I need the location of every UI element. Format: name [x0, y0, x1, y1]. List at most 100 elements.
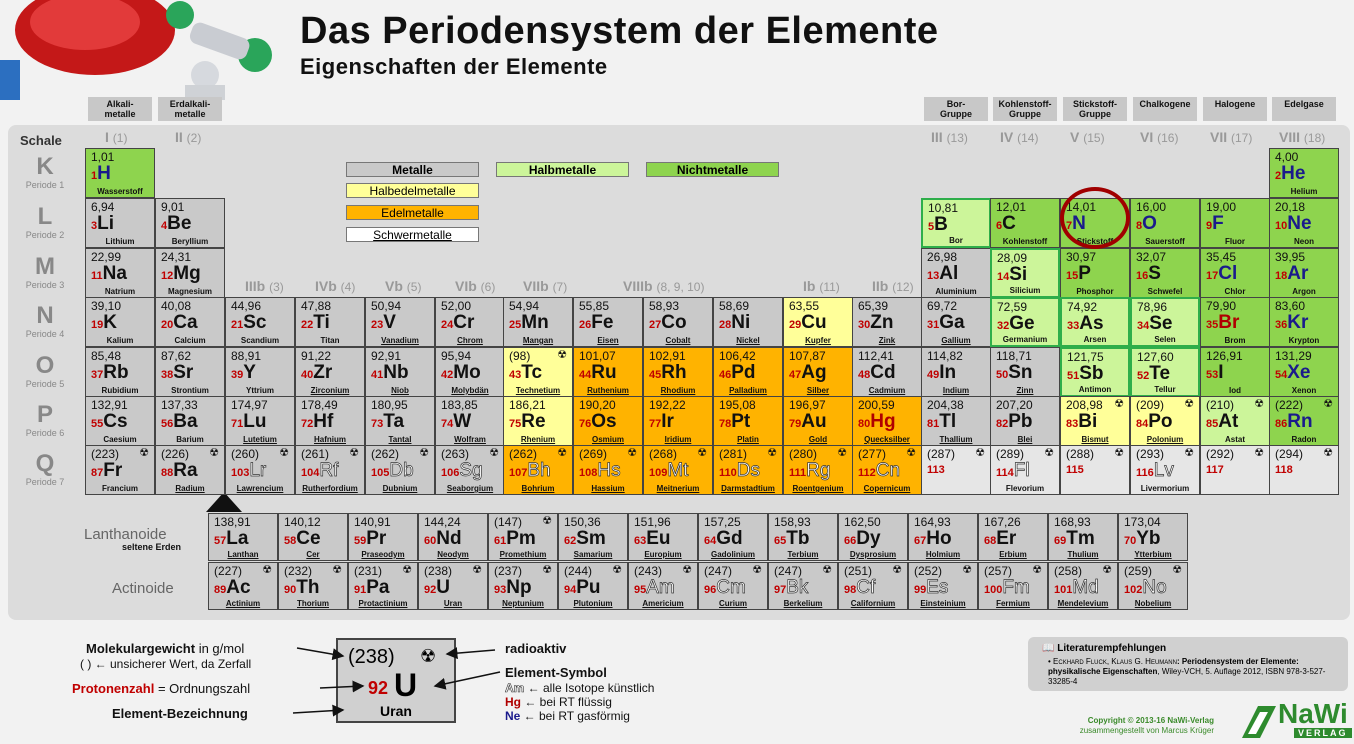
shell-label: N Periode 4 [25, 302, 65, 340]
atomic-mass: (247) [774, 564, 803, 578]
element-symbol-line: 39Y [231, 362, 256, 384]
atomic-number: 35 [1206, 319, 1219, 331]
element-cell-es: (252) ☢ 99Es Einsteinium [908, 562, 978, 610]
element-name: Lanthan [227, 550, 259, 559]
atomic-mass: 207,20 [996, 398, 1033, 412]
element-name: Helium [1290, 187, 1318, 196]
leaf-logo-icon [1242, 706, 1276, 738]
element-cell-hs: (269) ☢ 108Hs Hassium [573, 445, 643, 495]
element-name: Calcium [174, 336, 206, 345]
element-name: Fermium [996, 599, 1030, 608]
atomic-number: 104 [301, 467, 320, 479]
radioactive-icon: ☢ [1254, 447, 1264, 459]
element-cell-s: 32,07 16S Schwefel [1130, 248, 1200, 298]
element-cell-sc: 44,96 21Sc Scandium [225, 297, 295, 347]
key-fluessig: Hg ← bei RT flüssig [505, 695, 612, 709]
element-symbol: Ga [939, 312, 965, 333]
element-symbol-line: 30Zn [858, 312, 893, 334]
atomic-mass: 137,33 [161, 398, 198, 412]
element-symbol: Rh [661, 362, 687, 383]
atomic-number: 50 [996, 369, 1009, 381]
element-symbol: Am [646, 577, 675, 599]
atomic-number: 75 [509, 418, 522, 430]
atomic-number: 4 [161, 220, 168, 232]
highlight-circle-stickstoff [1060, 187, 1130, 249]
element-symbol-line: 31Ga [927, 312, 965, 334]
element-symbol: Sm [576, 528, 606, 549]
atomic-mass: (287) [927, 447, 956, 461]
element-cell-p: 30,97 15P Phosphor [1060, 248, 1130, 298]
atomic-mass: (222) [1275, 398, 1304, 412]
element-cell-mt: (268) ☢ 109Mt Meitnerium [643, 445, 713, 495]
atomic-mass: (227) [214, 564, 243, 578]
element-symbol-line: 114Fl [996, 460, 1030, 482]
element-symbol-line: 109Mt [649, 460, 689, 482]
element-symbol: Te [1149, 363, 1171, 384]
atomic-mass: 101,07 [579, 349, 616, 363]
element-name: Protactinium [358, 599, 408, 608]
atomic-mass: 95,94 [441, 349, 472, 363]
element-symbol: Mn [521, 312, 549, 333]
atomic-mass: 12,01 [996, 200, 1027, 214]
group-header: Edelgase [1272, 97, 1336, 121]
element-name: Iod [1229, 386, 1241, 395]
atomic-number: 52 [1137, 370, 1150, 382]
element-symbol-line: 69Tm [1054, 528, 1095, 550]
element-symbol: Cd [870, 362, 896, 383]
atomic-mass: (238) [424, 564, 453, 578]
element-symbol: Tl [939, 411, 957, 432]
element-cell-z117: (292) ☢ 117 [1200, 445, 1270, 495]
element-cell-ir: 192,22 77Ir Iridium [643, 396, 713, 446]
element-symbol: U [436, 577, 450, 598]
radioactive-icon: ☢ [822, 564, 832, 576]
element-symbol: Se [1149, 313, 1173, 334]
element-name: Neon [1294, 237, 1314, 246]
element-symbol: Eu [646, 528, 671, 549]
group-number: VII (17) [1210, 129, 1253, 145]
element-cell-am: (243) ☢ 95Am Americium [628, 562, 698, 610]
element-cell-bk: (247) ☢ 97Bk Berkelium [768, 562, 838, 610]
element-cell-na: 22,99 11Na Natrium [85, 248, 155, 298]
element-cell-z118: (294) ☢ 118 [1269, 445, 1339, 495]
element-name: Chrom [457, 336, 483, 345]
element-symbol-line: 116Lv [1136, 460, 1174, 482]
radioactive-icon: ☢ [262, 564, 272, 576]
element-symbol-line: 72Hf [301, 411, 333, 433]
element-name: Arsen [1083, 335, 1107, 344]
element-symbol-line: 61Pm [494, 528, 536, 550]
atomic-mass: (231) [354, 564, 383, 578]
atomic-number: 70 [1124, 535, 1137, 547]
atomic-mass: (243) [634, 564, 663, 578]
element-cell-rn: (222) ☢ 86Rn Radon [1269, 396, 1339, 446]
atomic-number: 101 [1054, 584, 1073, 596]
atomic-mass: (259) [1124, 564, 1153, 578]
atomic-mass: 55,85 [579, 299, 610, 313]
atomic-number: 80 [858, 418, 871, 430]
literature-box: 📖 Literaturempfehlungen • Eckhard Fluck,… [1028, 637, 1348, 691]
radioactive-icon: ☢ [837, 447, 847, 459]
element-symbol-line: 100Fm [984, 577, 1030, 599]
element-symbol: At [1218, 411, 1239, 432]
atomic-number: 69 [1054, 535, 1067, 547]
atomic-number: 86 [1275, 418, 1288, 430]
element-cell-ca: 40,08 20Ca Calcium [155, 297, 225, 347]
element-name: Nobelium [1134, 599, 1172, 608]
atomic-mass: 196,97 [789, 398, 826, 412]
element-symbol: Nb [383, 362, 409, 383]
atomic-mass: 195,08 [719, 398, 756, 412]
element-symbol: Sn [1008, 362, 1033, 383]
element-cell-th: (232) ☢ 90Th Thorium [278, 562, 348, 610]
atomic-number: 34 [1137, 320, 1150, 332]
atomic-number: 118 [1275, 464, 1293, 476]
element-cell-mn: 54,94 25Mn Mangan [503, 297, 573, 347]
shell-label: K Periode 1 [25, 153, 65, 191]
atomic-number: 83 [1066, 418, 1079, 430]
element-symbol: Y [243, 362, 256, 383]
element-name: Neptunium [502, 599, 544, 608]
atomic-mass: 126,91 [1206, 349, 1243, 363]
atomic-mass: 58,69 [719, 299, 750, 313]
element-cell-pu: (244) ☢ 94Pu Plutonium [558, 562, 628, 610]
element-name: Cer [306, 550, 320, 559]
element-symbol-line: 108Hs [579, 460, 621, 482]
atomic-number: 62 [564, 535, 577, 547]
